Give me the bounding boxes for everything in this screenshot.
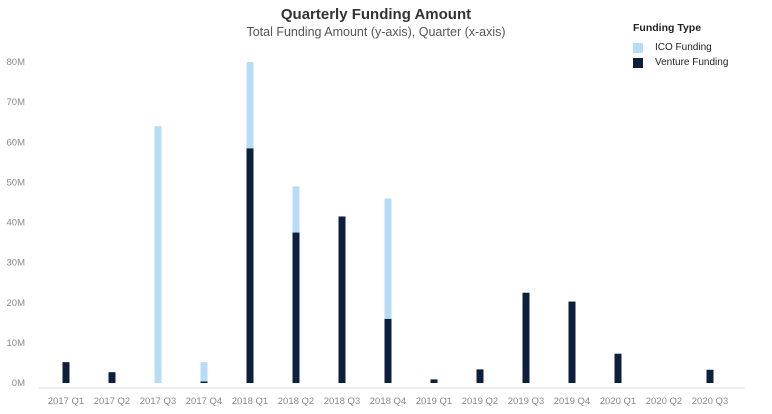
y-tick-label: 40M	[7, 218, 26, 229]
x-tick-label: 2017 Q3	[140, 396, 176, 407]
y-tick-label: 20M	[7, 298, 26, 309]
legend-item-ico[interactable]: ICO Funding	[633, 40, 728, 55]
bar-ico-funding[interactable]	[154, 126, 162, 383]
chart-title: Quarterly Funding Amount	[280, 6, 472, 23]
bar-venture-funding[interactable]	[614, 353, 622, 383]
legend: Funding Type ICO Funding Venture Funding	[633, 22, 728, 70]
legend-swatch-ico	[633, 42, 643, 53]
y-tick-label: 30M	[7, 258, 26, 269]
x-tick-label: 2019 Q2	[462, 396, 498, 407]
y-tick-label: 60M	[7, 137, 26, 148]
legend-title: Funding Type	[633, 22, 702, 34]
bar-venture-funding[interactable]	[292, 232, 300, 383]
x-tick-label: 2019 Q1	[416, 396, 452, 407]
bar-ico-funding[interactable]	[200, 362, 208, 382]
x-tick-label: 2017 Q1	[48, 396, 84, 407]
bar-ico-funding[interactable]	[292, 186, 300, 233]
bars-group	[62, 62, 714, 383]
x-tick-label: 2018 Q1	[232, 396, 268, 407]
legend-item-venture[interactable]: Venture Funding	[633, 55, 728, 70]
bar-venture-funding[interactable]	[338, 216, 346, 383]
bar-venture-funding[interactable]	[476, 369, 484, 383]
x-tick-label: 2020 Q2	[646, 396, 682, 407]
x-axis-labels: 2017 Q1 2017 Q2 2017 Q3 2017 Q4 2018 Q1 2018 …	[48, 396, 728, 407]
bar-venture-funding[interactable]	[568, 301, 576, 383]
bar-venture-funding[interactable]	[62, 362, 70, 383]
y-axis-ticks: 0M 10M 20M 30M 40M 50M 60M 70M 80M	[7, 57, 26, 389]
legend-swatch-venture	[633, 57, 643, 68]
x-tick-label: 2018 Q2	[278, 396, 314, 407]
y-tick-label: 50M	[7, 177, 26, 188]
bar-venture-funding[interactable]	[384, 318, 392, 383]
x-tick-label: 2017 Q2	[94, 396, 130, 407]
bar-venture-funding[interactable]	[200, 381, 208, 383]
x-tick-label: 2020 Q1	[600, 396, 636, 407]
bar-venture-funding[interactable]	[706, 369, 714, 383]
legend-label-venture: Venture Funding	[655, 57, 729, 68]
chart-subtitle: Total Funding Amount (y-axis), Quarter (…	[246, 25, 506, 39]
legend-label-ico: ICO Funding	[655, 42, 712, 53]
x-tick-label: 2019 Q4	[554, 396, 590, 407]
y-tick-label: 0M	[12, 378, 25, 389]
x-tick-label: 2019 Q3	[508, 396, 544, 407]
x-tick-label: 2018 Q3	[324, 396, 360, 407]
y-tick-label: 80M	[7, 57, 26, 68]
bar-venture-funding[interactable]	[430, 379, 438, 383]
bar-ico-funding[interactable]	[246, 62, 254, 149]
x-tick-label: 2017 Q4	[186, 396, 222, 407]
bar-venture-funding[interactable]	[522, 292, 530, 383]
bar-ico-funding[interactable]	[384, 198, 392, 319]
bar-venture-funding[interactable]	[108, 372, 116, 383]
bar-venture-funding[interactable]	[246, 148, 254, 383]
y-tick-label: 10M	[7, 338, 26, 349]
y-tick-label: 70M	[7, 97, 26, 108]
x-tick-label: 2018 Q4	[370, 396, 406, 407]
x-tick-label: 2020 Q3	[692, 396, 728, 407]
